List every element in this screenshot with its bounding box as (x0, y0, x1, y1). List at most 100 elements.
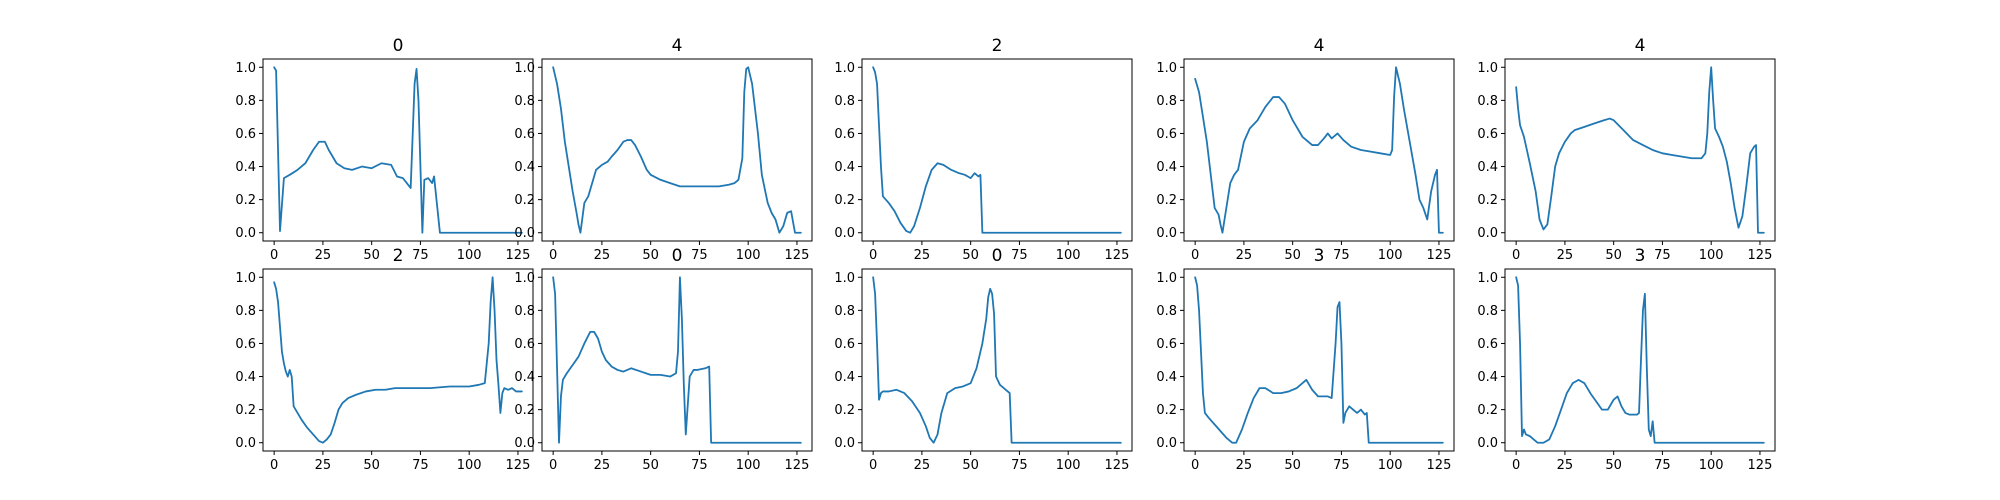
x-tick-label: 50 (1284, 458, 1301, 473)
subplot-title: 2 (992, 36, 1003, 56)
y-tick-label: 0.0 (834, 226, 855, 241)
x-tick-label: 25 (914, 248, 931, 263)
y-tick-label: 0.0 (235, 436, 256, 451)
subplot-title: 0 (672, 246, 683, 266)
y-tick-label: 1.0 (514, 271, 535, 286)
y-tick-label: 0.4 (1477, 370, 1498, 385)
x-tick-label: 75 (1333, 458, 1350, 473)
x-tick-label: 25 (594, 458, 611, 473)
y-tick-label: 0.6 (834, 127, 855, 142)
y-tick-label: 0.2 (235, 193, 256, 208)
x-tick-label: 75 (1011, 248, 1028, 263)
x-tick-label: 125 (1105, 458, 1130, 473)
y-tick-label: 0.2 (834, 193, 855, 208)
x-tick-label: 25 (315, 248, 332, 263)
y-tick-label: 0.8 (514, 304, 535, 319)
subplot-3: 4 0.0 0.2 0.4 0.6 0.8 1.0 0 25 50 75 100 125 (1156, 36, 1455, 263)
y-tick-label: 0.8 (235, 94, 256, 109)
y-tick-label: 0.6 (514, 337, 535, 352)
y-tick-label: 1.0 (1156, 61, 1177, 76)
y-tick-label: 0.6 (1477, 127, 1498, 142)
axes-frame (541, 268, 813, 452)
series-line (1194, 276, 1444, 444)
axes-frame (1504, 268, 1776, 452)
y-tick-label: 0.8 (1477, 304, 1498, 319)
y-tick-label: 0.0 (834, 436, 855, 451)
y-tick-label: 1.0 (514, 61, 535, 76)
x-tick-label: 50 (962, 248, 979, 263)
subplot-title: 0 (393, 36, 404, 56)
x-tick-label: 100 (736, 248, 761, 263)
y-tick-label: 1.0 (834, 61, 855, 76)
y-tick-label: 0.4 (1156, 370, 1177, 385)
y-tick-label: 0.4 (235, 370, 256, 385)
subplot-4: 4 0.0 0.2 0.4 0.6 0.8 1.0 0 25 50 75 100 125 (1477, 36, 1776, 263)
x-tick-label: 100 (1056, 458, 1081, 473)
y-tick-label: 0.8 (235, 304, 256, 319)
axes-frame (262, 268, 534, 452)
x-tick-label: 25 (1557, 458, 1574, 473)
y-tick-label: 0.2 (834, 403, 855, 418)
axes-frame (1504, 58, 1776, 242)
y-tick-label: 0.4 (1477, 160, 1498, 175)
y-tick-label: 0.2 (1156, 193, 1177, 208)
x-tick-label: 75 (1654, 248, 1671, 263)
x-tick-label: 25 (594, 248, 611, 263)
x-tick-label: 50 (363, 458, 380, 473)
y-tick-label: 1.0 (1156, 271, 1177, 286)
y-tick-label: 0.4 (834, 370, 855, 385)
subplot-title: 3 (1314, 246, 1325, 266)
y-tick-label: 0.6 (514, 127, 535, 142)
x-tick-label: 100 (1378, 248, 1403, 263)
series-line (273, 276, 523, 444)
y-tick-label: 0.2 (235, 403, 256, 418)
axes-frame (861, 268, 1133, 452)
y-tick-label: 0.6 (834, 337, 855, 352)
x-tick-label: 50 (363, 248, 380, 263)
x-tick-label: 75 (412, 248, 429, 263)
y-tick-label: 0.6 (1156, 337, 1177, 352)
subplot-1: 4 0.0 0.2 0.4 0.6 0.8 1.0 0 25 50 75 100 125 (514, 36, 813, 263)
x-tick-label: 125 (1105, 248, 1130, 263)
subplot-7: 0 0.0 0.2 0.4 0.6 0.8 1.0 0 25 50 75 100 125 (834, 246, 1133, 473)
axes-frame (1183, 58, 1455, 242)
series-line (872, 276, 1122, 444)
y-tick-label: 0.4 (235, 160, 256, 175)
axes-frame (262, 58, 534, 242)
y-tick-label: 0.8 (1156, 94, 1177, 109)
y-tick-label: 1.0 (235, 61, 256, 76)
y-tick-label: 0.6 (1156, 127, 1177, 142)
y-tick-label: 1.0 (235, 271, 256, 286)
y-tick-label: 0.0 (1156, 226, 1177, 241)
x-tick-label: 0 (1191, 248, 1199, 263)
x-tick-label: 25 (914, 458, 931, 473)
subplot-title: 0 (992, 246, 1003, 266)
x-tick-label: 50 (1284, 248, 1301, 263)
subplot-6: 0 0.0 0.2 0.4 0.6 0.8 1.0 0 25 50 75 100 125 (514, 246, 813, 473)
axes-frame (861, 58, 1133, 242)
x-tick-label: 125 (785, 248, 810, 263)
y-tick-label: 0.8 (834, 304, 855, 319)
y-tick-label: 0.8 (514, 94, 535, 109)
x-tick-label: 25 (315, 458, 332, 473)
x-tick-label: 50 (642, 458, 659, 473)
y-tick-label: 0.6 (1477, 337, 1498, 352)
y-tick-label: 0.0 (235, 226, 256, 241)
x-tick-label: 125 (1427, 458, 1452, 473)
y-tick-label: 0.4 (514, 160, 535, 175)
x-tick-label: 0 (1512, 458, 1520, 473)
y-tick-label: 0.6 (235, 337, 256, 352)
x-tick-label: 50 (962, 458, 979, 473)
x-tick-label: 100 (457, 458, 482, 473)
x-tick-label: 25 (1236, 248, 1253, 263)
y-tick-label: 0.2 (1477, 403, 1498, 418)
y-tick-label: 0.0 (514, 226, 535, 241)
subplot-0: 0 0.0 0.2 0.4 0.6 0.8 1.0 0 25 50 75 100 125 (235, 36, 534, 263)
x-tick-label: 75 (412, 458, 429, 473)
x-tick-label: 25 (1236, 458, 1253, 473)
y-tick-label: 0.8 (1477, 94, 1498, 109)
x-tick-label: 0 (549, 248, 557, 263)
y-tick-label: 0.4 (514, 370, 535, 385)
x-tick-label: 125 (1748, 248, 1773, 263)
